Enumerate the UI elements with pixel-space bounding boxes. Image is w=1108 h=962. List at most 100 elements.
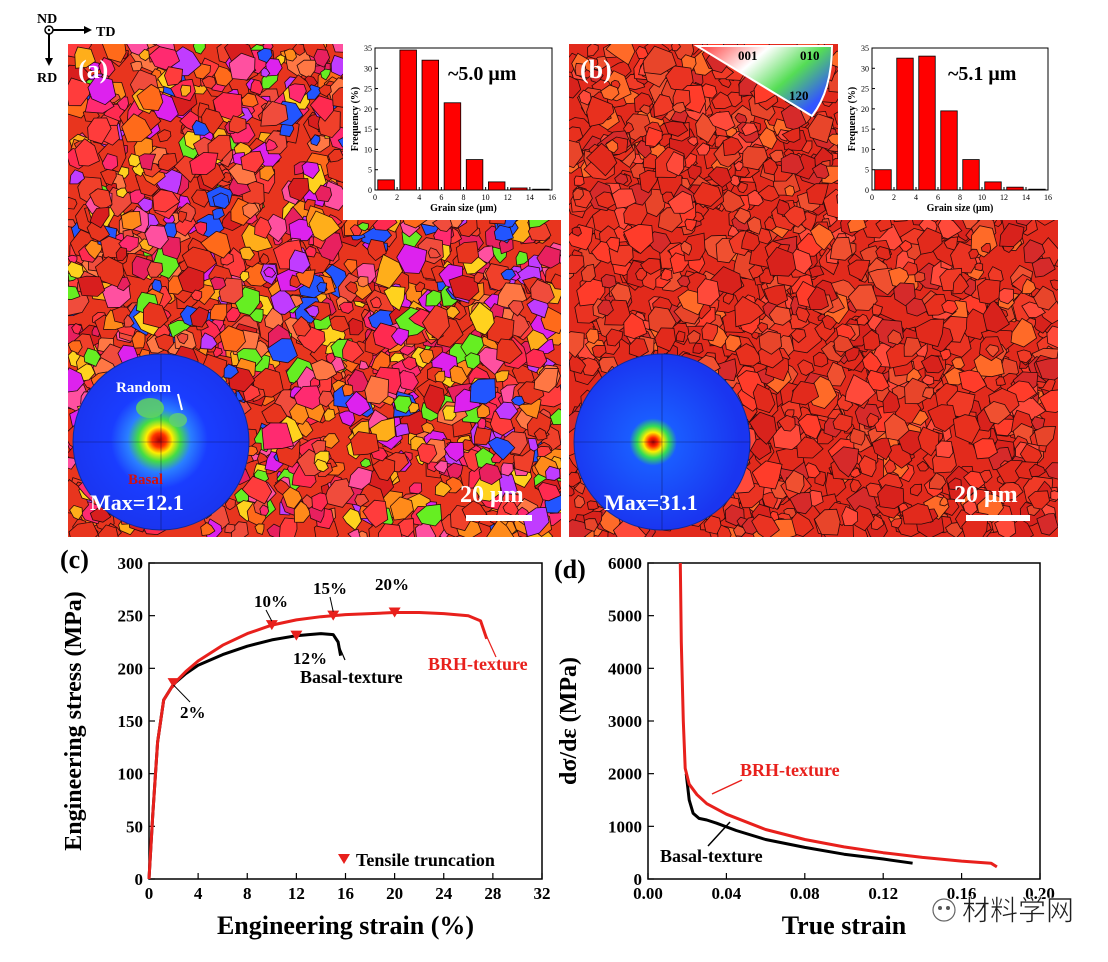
grain xyxy=(261,422,295,450)
y-tick-label: 250 xyxy=(118,607,144,626)
grain xyxy=(671,44,681,52)
leader-line xyxy=(711,779,743,795)
grain xyxy=(711,91,733,110)
hist-x-tick-label: 14 xyxy=(526,193,534,202)
grain xyxy=(308,210,341,242)
grain xyxy=(316,282,328,294)
grain xyxy=(434,480,452,497)
grain xyxy=(847,259,871,282)
hist-y-tick-label: 35 xyxy=(861,44,869,53)
hist-y-tick-label: 25 xyxy=(364,85,372,94)
hist-y-tick-label: 10 xyxy=(364,145,372,154)
grain xyxy=(419,348,435,365)
grain xyxy=(1021,278,1037,295)
grain xyxy=(844,374,877,406)
grain xyxy=(137,197,153,213)
hist-y-tick-label: 20 xyxy=(861,105,869,114)
grain xyxy=(213,65,236,87)
grain xyxy=(584,518,599,532)
grain xyxy=(68,196,78,210)
grain xyxy=(550,273,561,290)
grain xyxy=(614,172,629,185)
hist-y-tick-label: 35 xyxy=(364,44,372,53)
grain xyxy=(325,352,336,365)
x-tick-label: 32 xyxy=(534,884,551,903)
grain xyxy=(999,223,1025,248)
grain xyxy=(116,187,128,199)
grain xyxy=(569,519,594,537)
grain xyxy=(397,518,415,537)
y-tick-label: 200 xyxy=(118,659,144,678)
grain xyxy=(751,513,780,537)
truncation-label: 10% xyxy=(254,592,288,611)
grain xyxy=(427,247,442,259)
grain xyxy=(741,122,759,137)
hist-bar xyxy=(487,181,506,191)
grain xyxy=(327,148,345,163)
x-tick-label: 0.20 xyxy=(1025,884,1055,903)
grain xyxy=(776,198,791,216)
grain xyxy=(927,404,958,432)
grain xyxy=(921,374,935,386)
grain xyxy=(394,423,410,438)
hist-x-tick-label: 14 xyxy=(1022,193,1030,202)
truncation-label: 15% xyxy=(313,579,347,598)
x-tick-label: 0.16 xyxy=(947,884,977,903)
grain xyxy=(180,84,191,97)
grain xyxy=(176,332,189,345)
grain xyxy=(680,240,692,256)
grain xyxy=(347,528,361,537)
grain xyxy=(573,175,585,186)
grain xyxy=(914,271,926,283)
grain xyxy=(68,219,76,228)
grain xyxy=(654,327,677,352)
grain xyxy=(611,188,637,209)
grain xyxy=(127,153,143,168)
grain xyxy=(118,235,140,252)
x-tick-label: 0 xyxy=(145,884,154,903)
histogram-b: 0 2 4 6 8 10 12 14 16 0 5 10 15 20 25 30 35 Grain size (μ… xyxy=(838,44,1058,220)
grain xyxy=(507,300,525,317)
grain xyxy=(808,265,825,278)
grain xyxy=(580,263,596,283)
grain xyxy=(929,472,947,490)
grain xyxy=(348,466,373,490)
grain xyxy=(209,276,227,291)
grain xyxy=(314,458,329,473)
grain xyxy=(968,248,980,259)
grain xyxy=(415,503,443,527)
grain xyxy=(144,224,169,250)
grain xyxy=(1016,349,1033,364)
grain xyxy=(477,417,487,430)
grain xyxy=(536,445,553,458)
grain xyxy=(1035,357,1058,381)
random-label: Random xyxy=(116,380,172,396)
grain xyxy=(737,181,748,194)
hist-y-tick-label: 30 xyxy=(364,64,372,73)
hist-y-tick-label: 5 xyxy=(368,166,372,175)
grain xyxy=(569,484,575,497)
grain xyxy=(416,443,438,465)
grain xyxy=(360,458,372,468)
grain xyxy=(947,477,962,491)
y-tick-label: 5000 xyxy=(608,607,642,626)
grain xyxy=(292,315,312,337)
grain xyxy=(645,126,663,147)
hist-x-tick-label: 6 xyxy=(439,193,443,202)
grain xyxy=(320,68,332,81)
hist-y-tick-label: 15 xyxy=(861,125,869,134)
grain xyxy=(922,387,935,400)
grain xyxy=(882,390,901,414)
grain xyxy=(1028,463,1046,477)
x-tick-label: 0.00 xyxy=(633,884,663,903)
hist-y-tick-label: 0 xyxy=(368,186,372,195)
grain xyxy=(433,460,448,474)
x-axis-label: True strain xyxy=(782,911,907,940)
grain xyxy=(1027,490,1051,510)
grain xyxy=(569,139,584,169)
hist-bar xyxy=(940,110,958,191)
y-tick-label: 100 xyxy=(118,765,144,784)
grain xyxy=(537,481,561,502)
leader-line xyxy=(265,609,273,622)
grain xyxy=(963,470,986,489)
